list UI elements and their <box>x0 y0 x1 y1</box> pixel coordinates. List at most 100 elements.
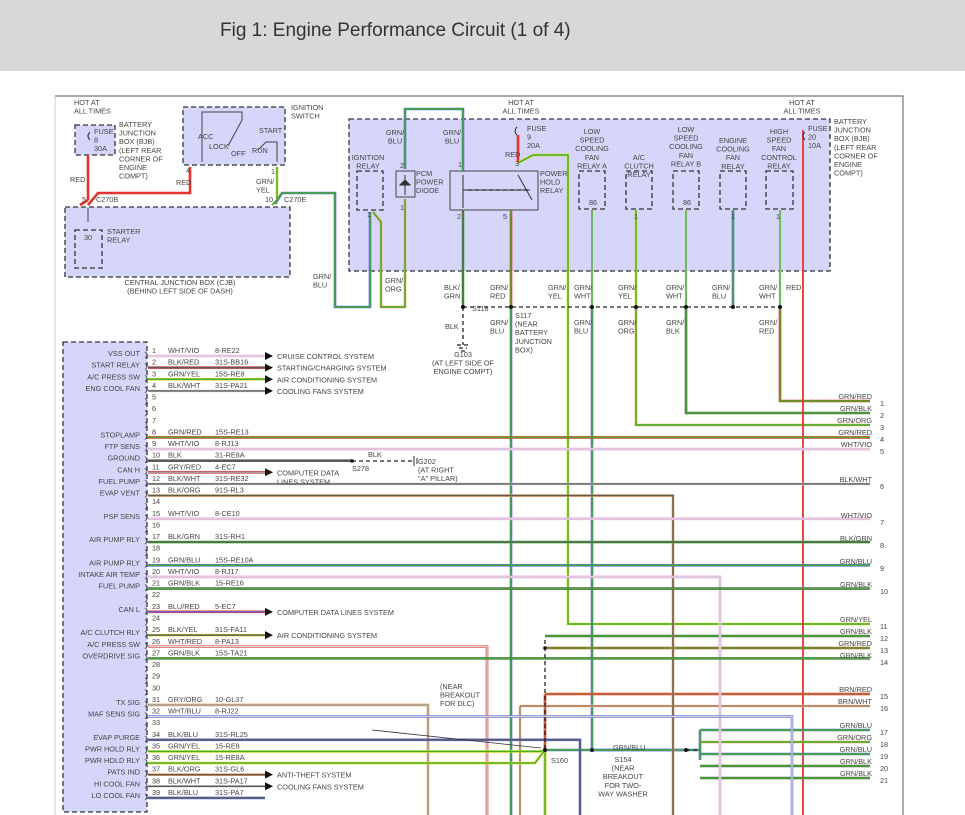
label: (LEFT REAR <box>834 143 876 152</box>
fuse-8-label: 8 <box>94 136 98 145</box>
pin-number: 3 <box>152 369 156 378</box>
pin-wire-color: GRN/BLK <box>168 579 200 588</box>
pin-function: GROUND <box>108 454 140 463</box>
wire-right-16 <box>519 705 870 815</box>
right-pin-number: 18 <box>880 740 888 749</box>
label: RELAY <box>356 162 380 171</box>
pin-circuit: 31S-PA7 <box>215 788 244 797</box>
pin-circuit: 15S-TA21 <box>215 648 247 657</box>
pin-function: PWR HOLD RLY <box>85 744 140 753</box>
wire-red-bjb <box>79 155 89 206</box>
pin-wire-color: GRN/YEL <box>168 741 200 750</box>
pin-function: PWR HOLD RLY <box>85 756 140 765</box>
label: FAN <box>726 153 740 162</box>
label: JUNCTION <box>834 126 871 135</box>
label: WHT <box>666 292 683 301</box>
label: BLK <box>368 450 382 459</box>
label: 3 <box>515 159 519 168</box>
pin-terminal <box>144 781 148 789</box>
pin-wire-color: BLK <box>168 451 182 460</box>
pin-number: 27 <box>152 648 160 657</box>
label: CORNER OF <box>834 151 878 160</box>
dlc-leader-line <box>371 729 542 749</box>
label: BREAKOUT <box>603 772 644 781</box>
label: 5 <box>503 212 507 221</box>
pin-wire-color: BLK/WHT <box>168 776 201 785</box>
label: COOLING <box>669 142 703 151</box>
arrow-icon <box>265 782 273 791</box>
arrow-icon <box>265 352 273 360</box>
pin-circuit: 31S-PA21 <box>215 381 248 390</box>
label: 10A <box>808 141 821 150</box>
grn-yel-label: GRN/ <box>256 177 275 186</box>
right-pin-wire-color: GRN/RED <box>838 392 872 401</box>
right-pin-wire-color: GRN/RED <box>838 639 872 648</box>
pin-number: 8 <box>152 427 156 436</box>
right-pin-number: 3 <box>880 423 884 432</box>
label: "A" PILLAR) <box>418 474 458 483</box>
label: C270B <box>96 195 118 204</box>
pin-function: START RELAY <box>91 361 140 370</box>
label: RUN <box>252 146 268 155</box>
label: GRN/ <box>490 318 509 327</box>
destination-system: AIR CONDITIONING SYSTEM <box>277 631 377 640</box>
pin-terminal <box>144 456 148 463</box>
label: START <box>259 126 283 135</box>
right-pin-wire-color: GRN/BLK <box>840 627 872 636</box>
pin-wire-color: WHT/RED <box>168 637 202 646</box>
pin-number: 10 <box>152 451 160 460</box>
label: COMPT) <box>834 169 863 178</box>
pin-number: 39 <box>152 788 160 797</box>
label: (NEAR <box>440 682 463 691</box>
pin-wire-color: BLK/ORG <box>168 486 201 495</box>
label: ENGINE COMPT) <box>434 367 493 376</box>
splice-dots <box>350 305 782 752</box>
ground-g103-icon <box>457 307 469 352</box>
pcm-connector <box>62 341 148 813</box>
ignition-switch <box>182 106 286 166</box>
pin-terminal <box>144 747 148 754</box>
right-connector-pins: GRN/RED 1 GRN/BLK 2 GRN/ORG 3 GRN/RED 4 WHT/VIO 5… <box>837 392 888 785</box>
label: 1 <box>634 212 638 221</box>
pin-number: 21 <box>152 579 160 588</box>
right-pin-number: 2 <box>880 411 884 420</box>
label: STARTER <box>107 227 140 236</box>
pin-wire-color: BLU/RED <box>168 602 200 611</box>
label: BLU <box>313 281 327 290</box>
label: CLUTCH <box>624 162 654 171</box>
label: RELAY <box>627 170 651 179</box>
label: FUSE <box>527 124 547 133</box>
label: GRN/ <box>548 283 567 292</box>
pin-wire-color: GRN/YEL <box>168 753 200 762</box>
label: GRN/ <box>386 128 405 137</box>
cjb-label: (BEHIND LEFT SIDE OF DASH) <box>127 287 233 296</box>
pin-terminal <box>144 665 148 673</box>
pin-wire-color: BLK/BLU <box>168 730 198 739</box>
right-pin-wire-color: GRN/BLU <box>840 721 872 730</box>
label: HIGH <box>770 127 788 136</box>
right-pin-wire-color: BLK/WHT <box>840 475 873 484</box>
label: GRN/ <box>385 276 404 285</box>
right-pin-number: 13 <box>880 646 888 655</box>
right-pin-number: 15 <box>880 692 888 701</box>
label: RELAY <box>107 236 131 245</box>
pin-terminal <box>144 421 148 429</box>
label: FOR TWO- <box>605 781 642 790</box>
pin-circuit: 31S-GL6 <box>215 765 244 774</box>
pin-circuit: 15S-RE13 <box>215 427 249 436</box>
pin-terminal <box>144 712 148 719</box>
pcm-wire <box>148 494 674 815</box>
label: C270E <box>284 195 306 204</box>
label: 1 <box>271 167 275 176</box>
ground-g202-icon <box>413 456 418 466</box>
wire-grn-blk-b <box>685 307 870 414</box>
pcm-wire <box>148 739 581 815</box>
pin-function: AIR PUMP RLY <box>89 535 140 544</box>
pin-number: 30 <box>152 683 160 692</box>
label: HOLD <box>540 178 560 187</box>
low-speed-fan-relay-a <box>578 170 606 210</box>
pin-function: PATS IND <box>107 768 140 777</box>
destination-system: COOLING FANS SYSTEM <box>277 387 364 396</box>
pin-circuit: 8-RE22 <box>215 346 240 355</box>
pin-wire-color: BLK/WHT <box>168 474 201 483</box>
